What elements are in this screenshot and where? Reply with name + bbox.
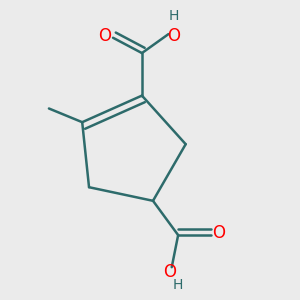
- Text: H: H: [168, 9, 179, 23]
- Text: O: O: [212, 224, 226, 242]
- Text: O: O: [167, 27, 180, 45]
- Text: O: O: [98, 27, 111, 45]
- Text: O: O: [164, 263, 177, 281]
- Text: H: H: [173, 278, 184, 292]
